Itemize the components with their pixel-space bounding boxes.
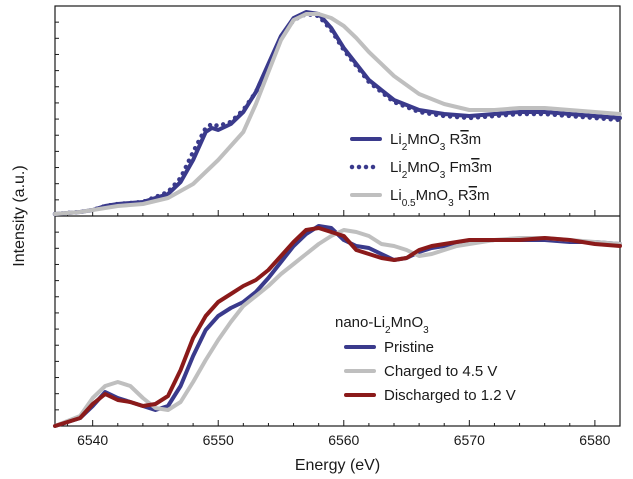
y-axis-label: Intensity (a.u.)	[11, 165, 28, 266]
x-axis-label: Energy (eV)	[295, 457, 380, 474]
legend-label: Li2MnO3 R3m	[390, 131, 481, 153]
legend-title: nano-Li2MnO3	[335, 314, 429, 336]
series-line	[53, 228, 622, 428]
bottom-legend: nano-Li2MnO3 Pristine Charged to 4.5 V Disc…	[335, 314, 516, 404]
axis-ticks: 6540 6550 6560 6570 6580	[55, 21, 621, 448]
top-panel-series	[52, 10, 623, 217]
legend-label: Li0.5MnO3 R3m	[390, 187, 490, 209]
chart-frame	[54, 5, 621, 427]
x-tick-label: 6570	[454, 432, 485, 448]
series-line	[52, 11, 623, 217]
x-tick-label: 6560	[328, 432, 359, 448]
legend-label: Pristine	[384, 339, 434, 356]
series-line	[53, 226, 622, 428]
series-line	[53, 12, 622, 216]
top-legend: Li2MnO3 R3m Li2MnO3 Fm3m Li0.5MnO3 R3m	[349, 131, 492, 209]
legend-label: Discharged to 1.2 V	[384, 387, 516, 404]
x-tick-label: 6580	[579, 432, 610, 448]
x-tick-label: 6550	[203, 432, 234, 448]
bottom-panel-series	[53, 224, 622, 428]
legend-label: Charged to 4.5 V	[384, 363, 497, 380]
legend-label: Li2MnO3 Fm3m	[390, 159, 492, 181]
x-tick-label: 6540	[77, 432, 108, 448]
